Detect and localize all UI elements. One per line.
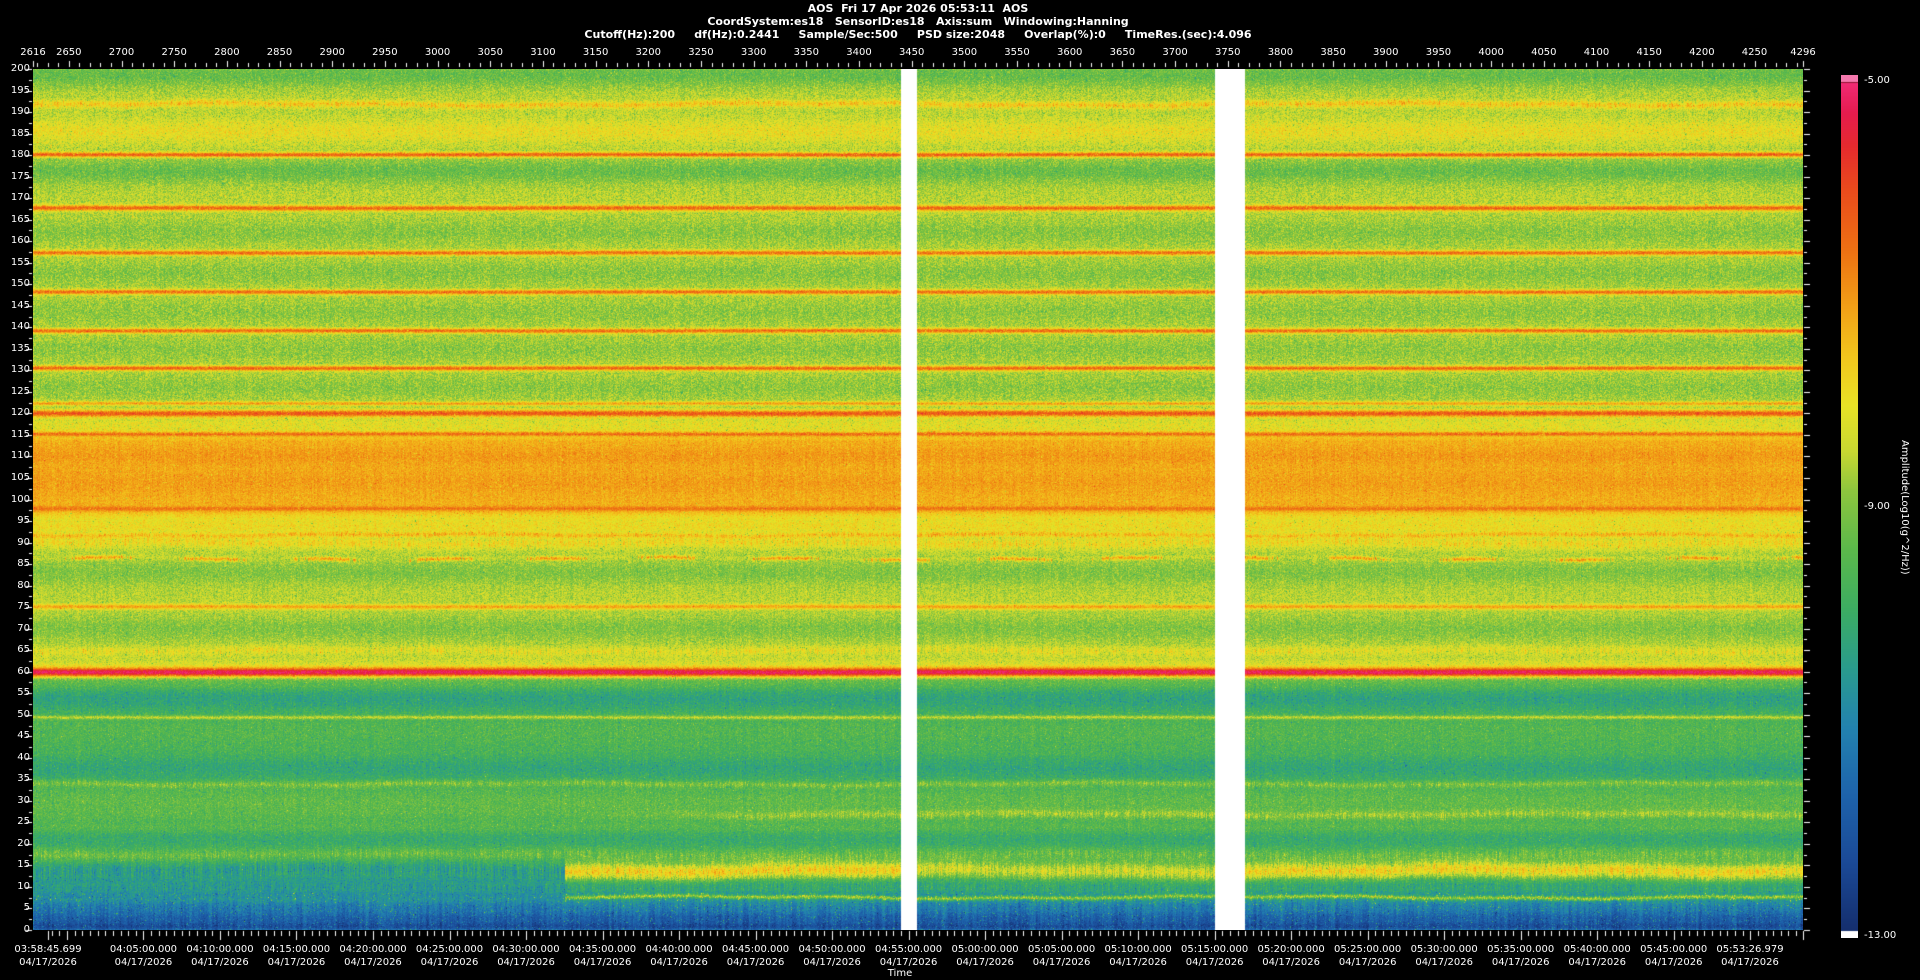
- date-tick-label: 04/17/2026: [1185, 957, 1244, 968]
- time-tick-label: 05:05:00.000: [1028, 944, 1096, 955]
- time-tick-label: 04:20:00.000: [339, 944, 407, 955]
- time-tick-label: 05:20:00.000: [1257, 944, 1325, 955]
- date-tick-label: 04/17/2026: [1338, 957, 1397, 968]
- date-tick-label: 04/17/2026: [1415, 957, 1473, 968]
- time-tick-label: 04:50:00.000: [798, 944, 866, 955]
- time-tick-label: 03:58:45.699: [14, 944, 82, 955]
- date-tick-label: 04/17/2026: [573, 957, 632, 968]
- time-tick-label: 05:30:00.000: [1410, 944, 1478, 955]
- time-tick-label: 04:55:00.000: [874, 944, 943, 955]
- colorbar-tick-label: -5.00: [1864, 75, 1890, 86]
- date-tick-label: 04/17/2026: [114, 957, 173, 968]
- time-tick-label: 05:10:00.000: [1104, 944, 1172, 955]
- time-tick-label: 05:45:00.000: [1640, 944, 1708, 955]
- time-tick-label: 05:00:00.000: [951, 944, 1019, 955]
- date-tick-label: 04/17/2026: [879, 957, 938, 968]
- time-tick-label: 05:15:00.000: [1181, 944, 1249, 955]
- date-tick-label: 04/17/2026: [1032, 957, 1091, 968]
- date-tick-label: 04/17/2026: [650, 957, 708, 968]
- date-tick-label: 04/17/2026: [1568, 957, 1626, 968]
- time-tick-label: 04:40:00.000: [645, 944, 713, 955]
- time-tick-label: 04:10:00.000: [186, 944, 254, 955]
- amplitude-axis-label: Amplitude(Log10(g^2/Hz)): [1899, 439, 1910, 575]
- date-tick-label: 04/17/2026: [191, 957, 249, 968]
- time-tick-label: 05:35:00.000: [1487, 944, 1555, 955]
- time-axis-title: Time: [887, 968, 913, 979]
- date-tick-label: 04/17/2026: [267, 957, 326, 968]
- time-tick-label: 04:45:00.000: [721, 944, 790, 955]
- date-tick-label: 04/17/2026: [1644, 957, 1703, 968]
- colorbar-tick-label: -9.00: [1864, 501, 1890, 512]
- time-tick-label: 04:30:00.000: [492, 944, 560, 955]
- date-tick-label: 04/17/2026: [1491, 957, 1550, 968]
- date-tick-label: 04/17/2026: [1721, 957, 1779, 968]
- time-tick-label: 05:53:26.979: [1716, 944, 1784, 955]
- date-tick-label: 04/17/2026: [497, 957, 555, 968]
- date-tick-label: 04/17/2026: [19, 957, 77, 968]
- colorbar-tick-label: -13.00: [1864, 930, 1897, 941]
- date-tick-label: 04/17/2026: [420, 957, 479, 968]
- time-tick-label: 04:35:00.000: [568, 944, 637, 955]
- date-tick-label: 04/17/2026: [726, 957, 785, 968]
- time-tick-label: 05:40:00.000: [1563, 944, 1631, 955]
- date-tick-label: 04/17/2026: [1262, 957, 1320, 968]
- time-tick-label: 04:15:00.000: [262, 944, 331, 955]
- colorbar: [1841, 75, 1858, 938]
- time-tick-label: 04:05:00.000: [109, 944, 178, 955]
- time-tick-label: 04:25:00.000: [415, 944, 484, 955]
- date-tick-label: 04/17/2026: [956, 957, 1014, 968]
- date-tick-label: 04/17/2026: [1109, 957, 1167, 968]
- date-tick-label: 04/17/2026: [803, 957, 861, 968]
- time-tick-label: 05:25:00.000: [1334, 944, 1402, 955]
- date-tick-label: 04/17/2026: [344, 957, 402, 968]
